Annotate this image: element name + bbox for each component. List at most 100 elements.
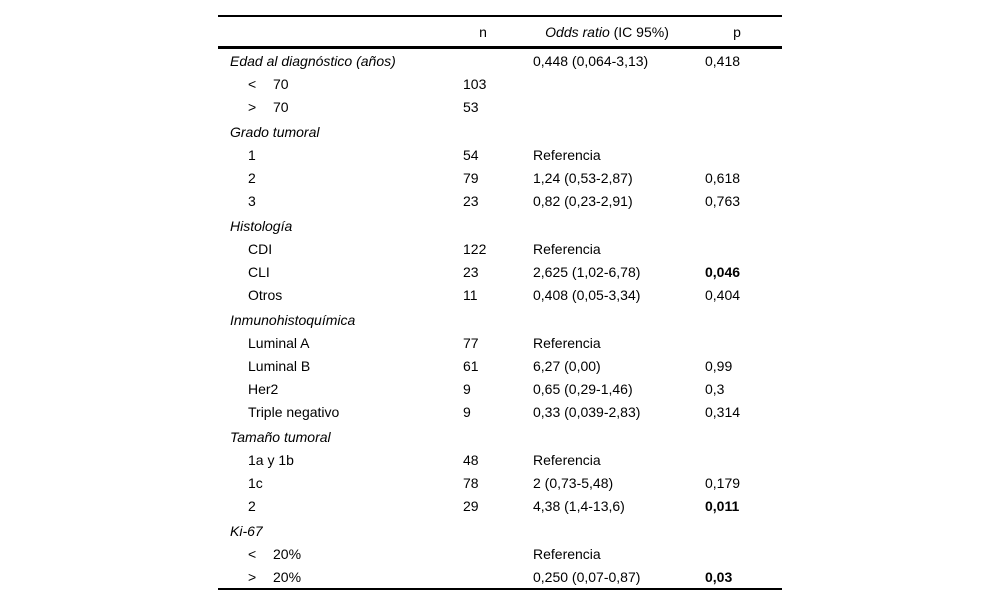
column-header-odds-ratio-italic: Odds ratio bbox=[545, 23, 610, 40]
column-header-n: n bbox=[479, 23, 487, 40]
table-row: 3 23 0,82 (0,23-2,91) 0,763 bbox=[218, 189, 782, 212]
row-label: <70 bbox=[218, 76, 463, 92]
table-row: CLI 23 2,625 (1,02-6,78) 0,046 bbox=[218, 260, 782, 283]
n-value: 9 bbox=[463, 403, 471, 420]
row-label: Her2 bbox=[248, 380, 279, 397]
row-label: 2 bbox=[248, 497, 256, 514]
n-value: 53 bbox=[463, 98, 479, 115]
p-value: 0,03 bbox=[705, 568, 733, 585]
odds-ratio-value: Referencia bbox=[533, 146, 601, 163]
column-header-odds-ratio: Odds ratio (IC 95%) bbox=[545, 24, 669, 40]
odds-ratio-value: 4,38 (1,4-13,6) bbox=[533, 497, 625, 514]
odds-ratio-value: 0,82 (0,23-2,91) bbox=[533, 192, 633, 209]
p-value: 0,314 bbox=[705, 403, 741, 420]
p-value: 0,618 bbox=[705, 169, 741, 186]
n-value: 9 bbox=[463, 380, 471, 397]
odds-ratio-value: 0,408 (0,05-3,34) bbox=[533, 286, 641, 303]
column-header-odds-ratio-rest: (IC 95%) bbox=[609, 23, 669, 40]
table-row: <20% Referencia bbox=[218, 542, 782, 565]
row-label: 2 bbox=[248, 169, 256, 186]
table-row: Luminal B 61 6,27 (0,00) 0,99 bbox=[218, 354, 782, 377]
n-value: 78 bbox=[463, 474, 479, 491]
row-label-text: 20% bbox=[273, 545, 302, 562]
n-value: 61 bbox=[463, 357, 479, 374]
table-row: 2 29 4,38 (1,4-13,6) 0,011 bbox=[218, 494, 782, 517]
table-row: Her2 9 0,65 (0,29-1,46) 0,3 bbox=[218, 377, 782, 400]
odds-ratio-value: Referencia bbox=[533, 240, 601, 257]
table-row: 1c 78 2 (0,73-5,48) 0,179 bbox=[218, 471, 782, 494]
table-section-row: Inmunohistoquímica bbox=[218, 308, 782, 331]
row-label: CDI bbox=[248, 240, 273, 257]
p-value: 0,3 bbox=[705, 380, 725, 397]
section-label: Tamaño tumoral bbox=[230, 428, 331, 445]
row-label: 3 bbox=[248, 192, 256, 209]
n-value: 103 bbox=[463, 75, 487, 92]
row-label-text: 70 bbox=[273, 98, 289, 115]
odds-ratio-value: 2,625 (1,02-6,78) bbox=[533, 263, 641, 280]
row-label: Otros bbox=[248, 286, 283, 303]
row-label: 1 bbox=[248, 146, 256, 163]
table-row: >20% 0,250 (0,07-0,87) 0,03 bbox=[218, 565, 782, 588]
odds-ratio-value: 2 (0,73-5,48) bbox=[533, 474, 614, 491]
row-label: Luminal A bbox=[248, 334, 310, 351]
odds-ratio-value: Referencia bbox=[533, 334, 601, 351]
table-row: 1 54 Referencia bbox=[218, 143, 782, 166]
section-label: Grado tumoral bbox=[230, 123, 320, 140]
table-row: Triple negativo 9 0,33 (0,039-2,83) 0,314 bbox=[218, 400, 782, 423]
odds-ratio-table: n Odds ratio (IC 95%) p Edad al diagnóst… bbox=[218, 15, 782, 590]
table-body: Edad al diagnóstico (años) 0,448 (0,064-3… bbox=[218, 49, 782, 588]
n-value: 122 bbox=[463, 240, 487, 257]
row-label-text: 20% bbox=[273, 568, 302, 585]
comparison-symbol: > bbox=[248, 568, 257, 585]
p-value: 0,763 bbox=[705, 192, 741, 209]
table-section-row: Grado tumoral bbox=[218, 120, 782, 143]
table-row: 2 79 1,24 (0,53-2,87) 0,618 bbox=[218, 166, 782, 189]
n-value: 79 bbox=[463, 169, 479, 186]
p-value: 0,418 bbox=[705, 52, 741, 69]
table-row: Otros 11 0,408 (0,05-3,34) 0,404 bbox=[218, 283, 782, 306]
section-label: Edad al diagnóstico (años) bbox=[230, 52, 396, 69]
p-value: 0,99 bbox=[705, 357, 733, 374]
odds-ratio-value: 1,24 (0,53-2,87) bbox=[533, 169, 633, 186]
odds-ratio-value: 0,448 (0,064-3,13) bbox=[533, 52, 649, 69]
row-label: Luminal B bbox=[248, 357, 311, 374]
table-section-row: Ki-67 bbox=[218, 519, 782, 542]
odds-ratio-value: 0,250 (0,07-0,87) bbox=[533, 568, 641, 585]
table-row: CDI 122 Referencia bbox=[218, 237, 782, 260]
p-value: 0,179 bbox=[705, 474, 741, 491]
row-label: <20% bbox=[218, 546, 463, 562]
table-row: >70 53 bbox=[218, 95, 782, 118]
row-label: CLI bbox=[248, 263, 270, 280]
odds-ratio-value: 6,27 (0,00) bbox=[533, 357, 601, 374]
row-label: 1a y 1b bbox=[248, 451, 294, 468]
table-bottom-rule bbox=[218, 588, 782, 590]
table-section-row: Tamaño tumoral bbox=[218, 425, 782, 448]
n-value: 29 bbox=[463, 497, 479, 514]
table-header-rule bbox=[218, 46, 782, 49]
table-header-row: n Odds ratio (IC 95%) p bbox=[218, 17, 782, 46]
table-row: <70 103 bbox=[218, 72, 782, 95]
row-label: >70 bbox=[218, 99, 463, 115]
table-section-row: Edad al diagnóstico (años) 0,448 (0,064-3… bbox=[218, 49, 782, 72]
p-value: 0,011 bbox=[705, 497, 740, 514]
section-label: Inmunohistoquímica bbox=[230, 311, 356, 328]
row-label: 1c bbox=[248, 474, 263, 491]
n-value: 23 bbox=[463, 263, 479, 280]
table-section-row: Histología bbox=[218, 214, 782, 237]
comparison-symbol: < bbox=[248, 545, 257, 562]
section-label: Histología bbox=[230, 217, 293, 234]
n-value: 11 bbox=[463, 286, 478, 303]
row-label-text: 70 bbox=[273, 75, 289, 92]
odds-ratio-value: Referencia bbox=[533, 451, 601, 468]
n-value: 48 bbox=[463, 451, 479, 468]
comparison-symbol: > bbox=[248, 98, 257, 115]
row-label: Triple negativo bbox=[248, 403, 340, 420]
row-label: >20% bbox=[218, 569, 463, 585]
n-value: 54 bbox=[463, 146, 479, 163]
p-value: 0,046 bbox=[705, 263, 741, 280]
comparison-symbol: < bbox=[248, 75, 257, 92]
p-value: 0,404 bbox=[705, 286, 741, 303]
table-top-rule bbox=[218, 15, 782, 17]
section-label: Ki-67 bbox=[230, 522, 263, 539]
